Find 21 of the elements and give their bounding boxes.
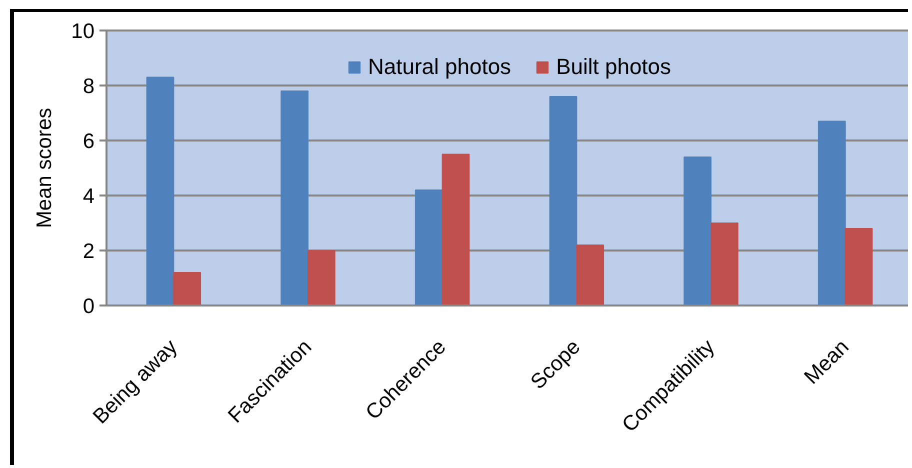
- legend-label: Natural photos: [368, 54, 512, 80]
- bar: [414, 190, 443, 306]
- bar: [710, 222, 738, 306]
- y-tick-label: 6: [82, 130, 95, 153]
- bar: [818, 120, 846, 306]
- bar: [173, 272, 202, 306]
- y-tick-label: 10: [71, 20, 94, 43]
- y-tick-label: 8: [82, 75, 95, 98]
- bar: [684, 156, 712, 306]
- legend-label: Built photos: [556, 54, 672, 80]
- bar: [442, 154, 470, 306]
- bar: [844, 228, 873, 306]
- bar: [549, 96, 578, 306]
- y-axis-title: Mean scores: [33, 108, 56, 228]
- bar: [280, 90, 308, 306]
- y-tick-label: 4: [82, 185, 95, 208]
- y-tick-label: 2: [82, 240, 95, 263]
- y-tick-label: 0: [82, 295, 95, 318]
- bar: [576, 244, 604, 306]
- bar: [146, 76, 174, 306]
- bar: [308, 250, 336, 306]
